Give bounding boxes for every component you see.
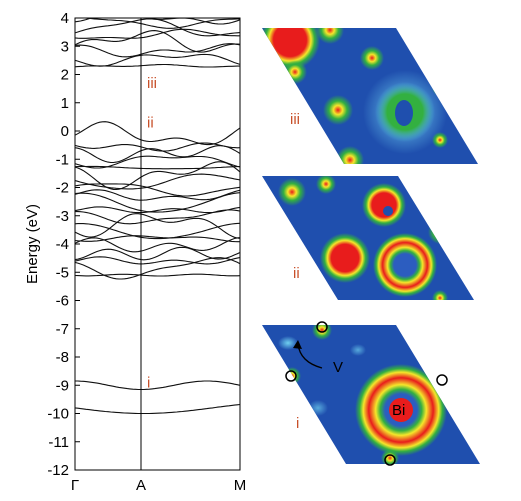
- band-line: [75, 155, 240, 169]
- charge-density-panel-ii: ii: [262, 176, 474, 300]
- band-line: [75, 213, 240, 239]
- band-line: [75, 53, 240, 67]
- x-tick-label: A: [136, 477, 146, 494]
- panel-label-i: i: [296, 415, 299, 432]
- band-marker-label: ii: [147, 115, 154, 132]
- band-line: [75, 257, 240, 280]
- charge-density-panel-iii: iii: [262, 28, 478, 164]
- y-tick-label: 0: [61, 123, 69, 140]
- panel-label-ii: ii: [293, 265, 300, 282]
- vacancy-site-marker: [384, 454, 396, 466]
- plot-frame: [74, 17, 241, 471]
- y-tick-label: -9: [56, 377, 69, 394]
- band-line: [75, 28, 240, 39]
- y-axis-title: Energy (eV): [24, 204, 41, 284]
- band-lines: [75, 18, 240, 415]
- band-line: [78, 18, 240, 29]
- y-axis-ticks: 4 3 2 1 0 -1 -2 -3 -4 -5 -6 -7 -8 -9 -10 -11 -12: [47, 10, 80, 479]
- y-tick-label: -8: [56, 349, 69, 366]
- band-line: [75, 173, 240, 190]
- band-line: [75, 403, 240, 415]
- band-line: [75, 43, 240, 58]
- band-line: [75, 189, 240, 201]
- y-tick-label: 1: [61, 95, 69, 112]
- band-marker-label: i: [147, 374, 150, 391]
- y-tick-label: -6: [56, 293, 69, 310]
- y-tick-label: -7: [56, 321, 69, 338]
- band-line: [75, 142, 240, 152]
- y-tick-label: -3: [56, 208, 69, 225]
- vacancy-label: V: [333, 359, 343, 376]
- band-line: [75, 222, 240, 240]
- y-tick-label: -10: [47, 406, 69, 423]
- band-line: [75, 145, 240, 164]
- y-tick-label: -5: [56, 264, 69, 281]
- band-line: [75, 30, 240, 53]
- band-line: [75, 18, 240, 25]
- arrow-head-icon: [293, 340, 302, 349]
- bi-atom-label: Bi: [392, 402, 405, 419]
- vacancy-site-marker: [285, 370, 297, 382]
- y-tick-label: -2: [56, 180, 69, 197]
- band-line: [75, 273, 240, 277]
- panel-label-iii: iii: [290, 111, 300, 128]
- x-tick-label: Γ: [71, 477, 79, 494]
- band-line: [75, 256, 240, 265]
- y-tick-label: -11: [48, 434, 69, 451]
- y-tick-label: 2: [61, 67, 69, 84]
- y-tick-label: -1: [56, 151, 69, 168]
- y-tick-label: -12: [47, 462, 69, 479]
- vacancy-site-marker: [436, 374, 448, 386]
- charge-density-panel-i: V Bi i: [262, 321, 480, 466]
- band-line: [75, 192, 240, 213]
- band-line: [75, 236, 240, 253]
- y-tick-label: 3: [61, 38, 69, 55]
- y-tick-label: -4: [56, 236, 69, 253]
- band-marker-label: iii: [147, 75, 157, 92]
- band-line: [75, 161, 240, 191]
- vacancy-site-marker: [316, 321, 328, 333]
- x-tick-label: M: [234, 477, 247, 494]
- band-line: [75, 165, 240, 170]
- band-line: [75, 183, 240, 197]
- band-line: [75, 380, 240, 391]
- band-line: [75, 235, 240, 243]
- y-tick-label: 4: [61, 10, 69, 27]
